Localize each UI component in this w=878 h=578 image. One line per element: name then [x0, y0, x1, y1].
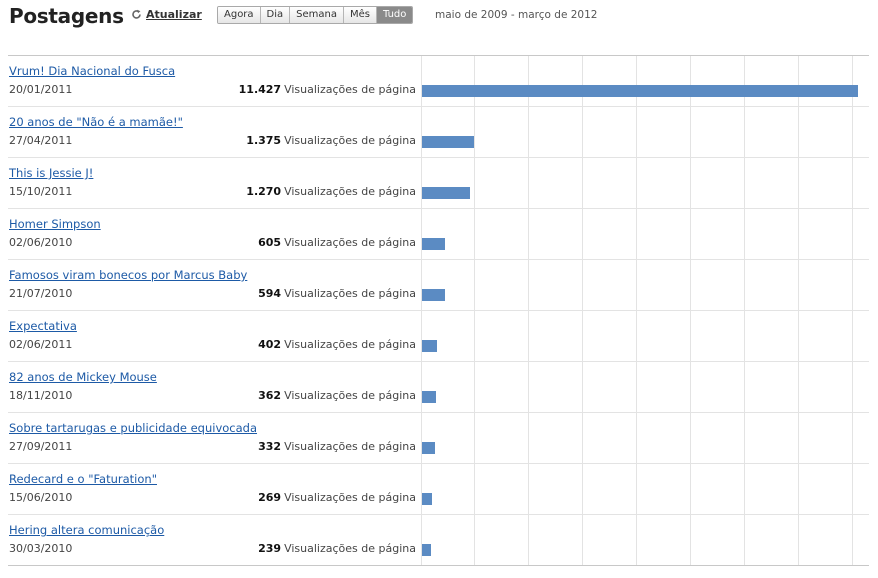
period-all-button[interactable]: Tudo [377, 7, 413, 23]
pageviews: 594 Visualizações de página [258, 287, 416, 300]
list-item: 82 anos de Mickey Mouse 18/11/2010 362 Vi… [8, 362, 869, 413]
pageviews-bar [422, 493, 432, 505]
post-link[interactable]: Expectativa [9, 319, 77, 333]
post-link[interactable]: Famosos viram bonecos por Marcus Baby [9, 268, 248, 282]
pageviews-count: 269 [258, 491, 282, 504]
post-date: 21/07/2010 [9, 287, 73, 300]
divider [8, 565, 869, 566]
pageviews-bar [422, 187, 470, 199]
pageviews-bar [422, 340, 437, 352]
posts-list: Vrum! Dia Nacional do Fusca 20/01/2011 1… [0, 56, 878, 565]
pageviews: 1.270 Visualizações de página [246, 185, 416, 198]
divider [8, 55, 869, 56]
post-link[interactable]: Redecard e o "Faturation" [9, 472, 157, 486]
post-date: 02/06/2010 [9, 236, 73, 249]
refresh-label: Atualizar [146, 8, 202, 21]
list-item: 20 anos de "Não é a mamãe!" 27/04/2011 1… [8, 107, 869, 158]
post-link[interactable]: 20 anos de "Não é a mamãe!" [9, 115, 183, 129]
pageviews-bar [422, 136, 474, 148]
pageviews-count: 1.270 [246, 185, 282, 198]
pageviews-count: 11.427 [238, 83, 282, 96]
post-link[interactable]: This is Jessie J! [9, 166, 94, 180]
pageviews-count: 239 [258, 542, 282, 555]
post-link[interactable]: Homer Simpson [9, 217, 101, 231]
pageviews-label: Visualizações de página [284, 440, 416, 453]
list-item: Famosos viram bonecos por Marcus Baby 21… [8, 260, 869, 311]
pageviews-label: Visualizações de página [284, 83, 416, 96]
pageviews-label: Visualizações de página [284, 542, 416, 555]
list-item: Vrum! Dia Nacional do Fusca 20/01/2011 1… [8, 56, 869, 107]
pageviews-label: Visualizações de página [284, 134, 416, 147]
pageviews-label: Visualizações de página [284, 236, 416, 249]
period-month-button[interactable]: Mês [344, 7, 377, 23]
post-date: 15/06/2010 [9, 491, 73, 504]
post-date: 15/10/2011 [9, 185, 73, 198]
pageviews: 605 Visualizações de página [258, 236, 416, 249]
post-date: 18/11/2010 [9, 389, 73, 402]
period-day-button[interactable]: Dia [260, 7, 291, 23]
pageviews-count: 605 [258, 236, 282, 249]
pageviews-bar [422, 442, 435, 454]
period-week-button[interactable]: Semana [290, 7, 344, 23]
pageviews: 239 Visualizações de página [258, 542, 416, 555]
pageviews-count: 332 [258, 440, 282, 453]
list-item: Hering altera comunicação 30/03/2010 239… [8, 515, 869, 565]
post-link[interactable]: 82 anos de Mickey Mouse [9, 370, 157, 384]
pageviews-label: Visualizações de página [284, 185, 416, 198]
pageviews: 1.375 Visualizações de página [246, 134, 416, 147]
date-range: maio de 2009 - março de 2012 [435, 9, 598, 21]
pageviews-bar [422, 391, 436, 403]
post-date: 02/06/2011 [9, 338, 73, 351]
refresh-icon [131, 9, 142, 20]
pageviews-label: Visualizações de página [284, 338, 416, 351]
list-item: Redecard e o "Faturation" 15/06/2010 269… [8, 464, 869, 515]
pageviews-bar [422, 238, 445, 250]
pageviews: 332 Visualizações de página [258, 440, 416, 453]
period-selector: Agora Dia Semana Mês Tudo [217, 6, 414, 24]
period-now-button[interactable]: Agora [218, 7, 261, 23]
post-date: 27/04/2011 [9, 134, 73, 147]
pageviews-bar [422, 544, 431, 556]
page-title: Postagens [9, 4, 124, 28]
post-link[interactable]: Sobre tartarugas e publicidade equivocad… [9, 421, 258, 435]
pageviews-label: Visualizações de página [284, 491, 416, 504]
pageviews-count: 1.375 [246, 134, 282, 147]
pageviews-count: 362 [258, 389, 282, 402]
pageviews-count: 594 [258, 287, 282, 300]
pageviews-count: 402 [258, 338, 282, 351]
stats-header: Postagens Atualizar Agora Dia Semana Mês… [0, 0, 878, 40]
pageviews-label: Visualizações de página [284, 287, 416, 300]
pageviews-bar [422, 85, 858, 97]
list-item: Expectativa 02/06/2011 402 Visualizações … [8, 311, 869, 362]
list-item: Homer Simpson 02/06/2010 605 Visualizaçõe… [8, 209, 869, 260]
post-link[interactable]: Hering altera comunicação [9, 523, 165, 537]
post-date: 30/03/2010 [9, 542, 73, 555]
refresh-button[interactable]: Atualizar [131, 8, 202, 21]
post-date: 27/09/2011 [9, 440, 73, 453]
pageviews: 269 Visualizações de página [258, 491, 416, 504]
post-link[interactable]: Vrum! Dia Nacional do Fusca [9, 64, 176, 78]
pageviews: 11.427 Visualizações de página [239, 83, 416, 96]
pageviews-bars [422, 56, 869, 565]
list-item: Sobre tartarugas e publicidade equivocad… [8, 413, 869, 464]
post-date: 20/01/2011 [9, 83, 73, 96]
pageviews: 402 Visualizações de página [258, 338, 416, 351]
pageviews: 362 Visualizações de página [258, 389, 416, 402]
pageviews-label: Visualizações de página [284, 389, 416, 402]
pageviews-bar [422, 289, 445, 301]
list-item: This is Jessie J! 15/10/2011 1.270 Visual… [8, 158, 869, 209]
